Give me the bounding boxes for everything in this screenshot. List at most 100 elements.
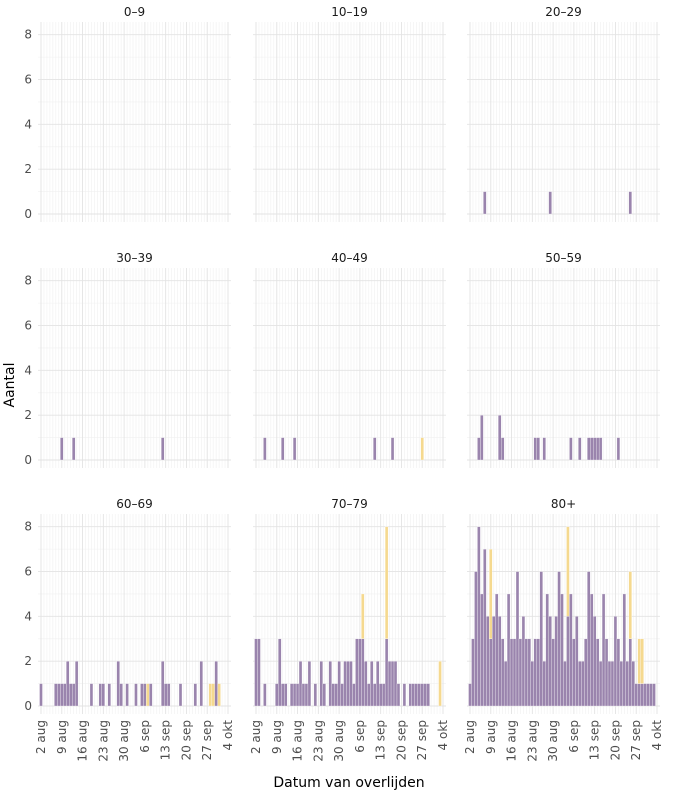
x-tick-label: 27 sep [200,720,214,760]
bar-primary [604,638,609,707]
bar-primary [89,683,94,707]
bar-primary [295,683,300,707]
bar-primary [382,683,386,707]
bar-primary [530,661,534,707]
x-tick-label: 4 okt [221,720,235,751]
bar-primary [498,415,502,461]
bar-primary [420,683,424,707]
panel-title: 60–69 [116,497,153,511]
bar-primary [134,683,138,707]
bar-primary [616,437,621,461]
bar-primary [54,683,58,707]
bar-primary [307,661,312,707]
bar-recent [566,526,570,617]
x-tick-label: 23 aug [96,720,110,762]
x-tick-label: 13 sep [588,720,602,760]
bar-primary [69,683,73,707]
bar-primary [331,683,335,707]
bar-primary [649,683,653,707]
y-tick-label: 6 [24,319,32,333]
bar-primary [542,661,546,707]
bar-primary [492,616,496,707]
facet-panel: 30–39 0 2 4 6 8 [24,251,231,468]
x-tick-label: 2 aug [34,720,48,754]
bar-primary [557,571,561,707]
bar-primary [278,638,282,707]
bar-primary [598,661,603,707]
bar-primary [551,638,555,707]
bar-primary [480,593,484,707]
bar-primary [423,683,427,707]
bar-primary [63,683,67,707]
bar-primary [390,661,395,707]
bar-primary [346,661,350,707]
bar-primary [140,683,144,707]
facet-panel: 10–19 [253,5,446,222]
facet-panel: 20–29 [467,5,660,222]
bar-primary [384,638,389,707]
bar-primary [587,571,591,707]
bar-primary [298,661,303,707]
bar-primary [598,437,603,461]
bar-primary [281,437,285,461]
x-tick-label: 27 sep [415,720,429,760]
bar-primary [572,638,576,707]
bar-recent [361,593,365,639]
bar-primary [521,616,526,707]
bar-primary [533,437,537,461]
bar-primary [199,661,203,707]
x-tick-label: 27 sep [629,720,643,760]
bar-primary [74,661,79,707]
bar-primary [578,661,582,707]
bar-recent [489,548,493,639]
y-tick-label: 0 [24,207,32,221]
panel-title: 20–29 [545,5,582,19]
bar-primary [319,661,323,707]
bar-primary [501,437,505,461]
x-tick-label: 6 sep [138,720,152,753]
bar-primary [370,661,374,707]
bar-primary [501,638,505,707]
bar-primary [474,571,478,707]
facet-panel: 60–69 0 2 4 6 8 2 aug 9 aug 16 aug 23 aug 30 aug 6 … [24,497,235,762]
bar-primary [610,661,615,707]
y-tick-label: 0 [24,699,32,713]
bar-primary [560,593,564,707]
bar-primary [622,593,626,707]
x-tick-label: 6 sep [353,720,367,753]
bar-primary [367,683,371,707]
bar-primary [292,683,297,707]
bar-primary [587,437,591,461]
facet-panel: 70–79 2 aug 9 aug 16 aug 23 aug 30 aug 6 sep 13… [249,497,450,762]
bar-primary [468,683,472,707]
bar-primary [149,683,153,707]
bar-primary [486,616,490,707]
x-tick-label: 20 sep [608,720,622,760]
bar-primary [563,661,567,707]
facet-panel: 0–9 0 2 4 6 8 [24,5,231,222]
y-tick-label: 2 [24,162,32,176]
x-tick-label: 30 aug [332,720,346,762]
bar-primary [358,638,362,707]
x-tick-label: 16 aug [76,720,90,762]
bar-recent [208,683,212,707]
y-tick-label: 8 [24,520,32,534]
bar-primary [292,437,297,461]
x-tick-label: 4 okt [436,720,450,751]
bar-primary [569,437,573,461]
bar-recent [628,571,632,639]
bar-primary [284,683,288,707]
x-tick-label: 23 aug [311,720,325,762]
bar-primary [72,437,76,461]
x-tick-label: 4 okt [650,720,664,751]
bar-primary [373,683,377,707]
bar-primary [625,661,629,707]
bar-primary [289,683,294,707]
bar-recent [420,437,424,461]
bar-primary [101,683,105,707]
bar-primary [515,571,520,707]
x-tick-label: 16 aug [505,720,519,762]
bar-primary [498,616,502,707]
panel-title: 0–9 [124,5,145,19]
x-tick-label: 20 sep [394,720,408,760]
